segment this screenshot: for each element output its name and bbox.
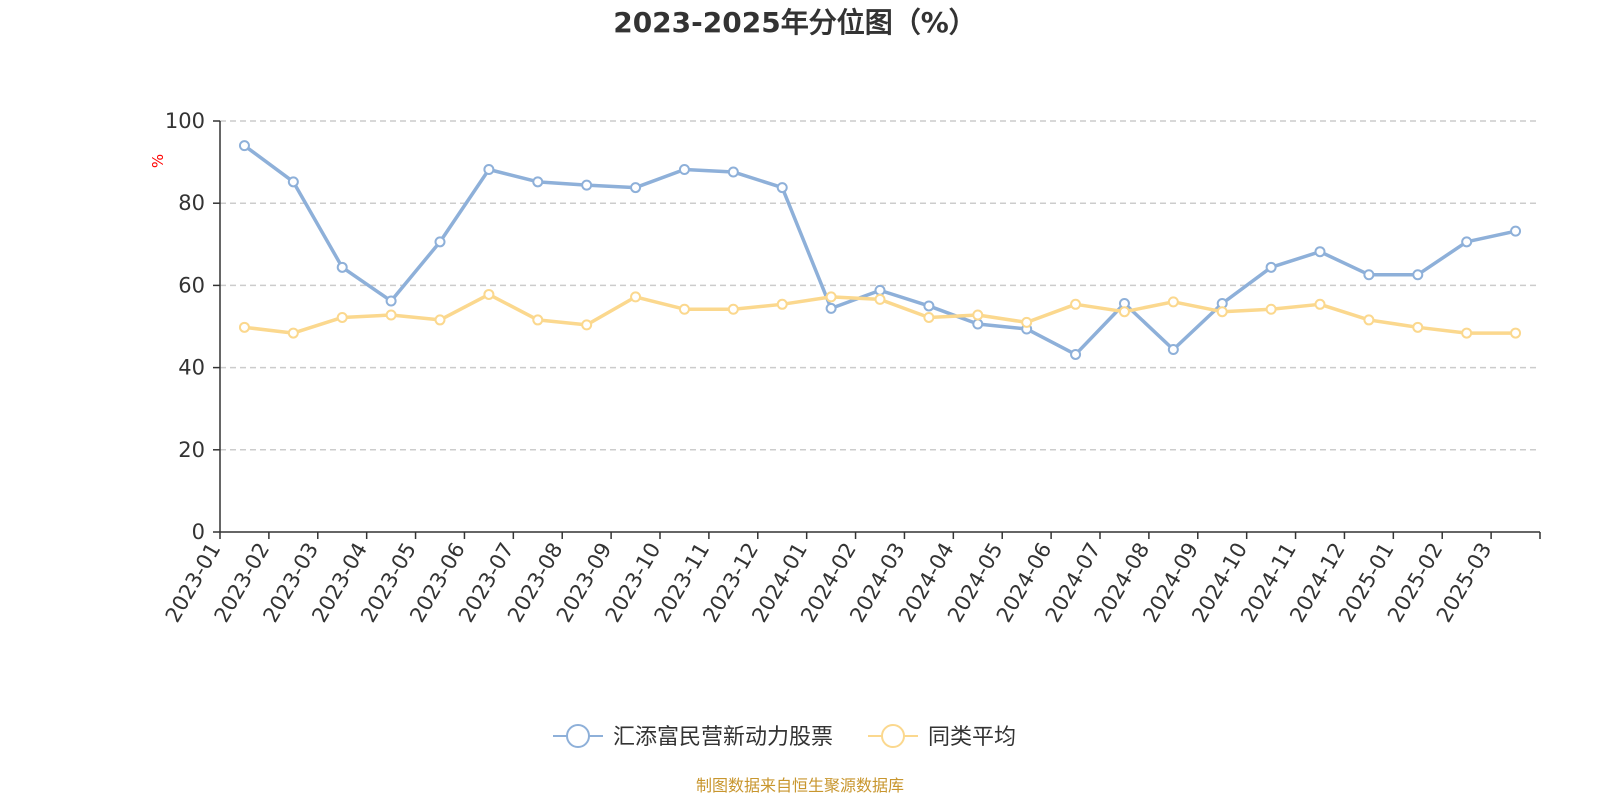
data-point[interactable] <box>287 327 299 339</box>
data-point[interactable] <box>923 311 935 323</box>
series-1 <box>238 140 1522 360</box>
data-point[interactable] <box>1216 306 1228 318</box>
data-point[interactable] <box>776 298 788 310</box>
legend-marker-icon <box>881 724 905 748</box>
data-point[interactable] <box>1070 348 1082 360</box>
data-point[interactable] <box>581 319 593 331</box>
data-point[interactable] <box>483 163 495 175</box>
data-point[interactable] <box>874 293 886 305</box>
legend-label: 汇添富民营新动力股票 <box>613 725 833 750</box>
y-tick-label: 100 <box>165 109 205 133</box>
legend-item-1[interactable]: 汇添富民营新动力股票 <box>553 724 833 750</box>
data-point[interactable] <box>727 166 739 178</box>
data-point[interactable] <box>1167 296 1179 308</box>
data-point[interactable] <box>483 288 495 300</box>
data-point[interactable] <box>1510 225 1522 237</box>
data-point[interactable] <box>1314 246 1326 258</box>
data-point[interactable] <box>1070 298 1082 310</box>
data-point[interactable] <box>972 309 984 321</box>
data-point[interactable] <box>1510 327 1522 339</box>
data-point[interactable] <box>1265 261 1277 273</box>
data-point[interactable] <box>1363 269 1375 281</box>
data-point[interactable] <box>678 303 690 315</box>
data-point[interactable] <box>678 163 690 175</box>
data-point[interactable] <box>923 300 935 312</box>
data-point[interactable] <box>238 321 250 333</box>
data-point[interactable] <box>874 284 886 296</box>
data-point[interactable] <box>630 182 642 194</box>
legend-marker-icon <box>566 724 590 748</box>
data-point[interactable] <box>727 303 739 315</box>
series-layer <box>238 140 1522 360</box>
data-point[interactable] <box>1412 321 1424 333</box>
legend-item-2[interactable]: 同类平均 <box>868 724 1016 750</box>
data-point[interactable] <box>532 314 544 326</box>
y-tick-label: 60 <box>178 273 205 297</box>
data-point[interactable] <box>825 302 837 314</box>
y-tick-label: 80 <box>178 191 205 215</box>
data-point[interactable] <box>1461 327 1473 339</box>
data-point[interactable] <box>776 182 788 194</box>
data-point[interactable] <box>238 140 250 152</box>
data-point[interactable] <box>972 318 984 330</box>
legend-label: 同类平均 <box>928 725 1016 750</box>
data-point[interactable] <box>336 311 348 323</box>
y-tick-label: 20 <box>178 438 205 462</box>
data-point[interactable] <box>1461 236 1473 248</box>
data-point[interactable] <box>532 176 544 188</box>
data-point[interactable] <box>825 291 837 303</box>
data-point[interactable] <box>1363 314 1375 326</box>
chart-title: 2023-2025年分位图（%） <box>613 6 977 39</box>
data-point[interactable] <box>1314 298 1326 310</box>
data-point[interactable] <box>434 314 446 326</box>
data-point[interactable] <box>385 295 397 307</box>
data-point[interactable] <box>336 261 348 273</box>
data-point[interactable] <box>287 176 299 188</box>
data-point[interactable] <box>581 179 593 191</box>
data-point[interactable] <box>1412 269 1424 281</box>
data-point[interactable] <box>630 291 642 303</box>
data-point[interactable] <box>1118 306 1130 318</box>
legend[interactable]: 汇添富民营新动力股票 同类平均 <box>553 724 1016 750</box>
y-tick-label: 0 <box>192 520 205 544</box>
data-point[interactable] <box>1167 344 1179 356</box>
y-tick-label: 40 <box>178 356 205 380</box>
data-source-note: 制图数据来自恒生聚源数据库 <box>696 776 904 795</box>
series-2 <box>238 288 1522 339</box>
data-point[interactable] <box>1021 316 1033 328</box>
data-point[interactable] <box>434 236 446 248</box>
data-point[interactable] <box>385 309 397 321</box>
y-axis-label: % <box>149 154 167 168</box>
data-point[interactable] <box>1265 303 1277 315</box>
